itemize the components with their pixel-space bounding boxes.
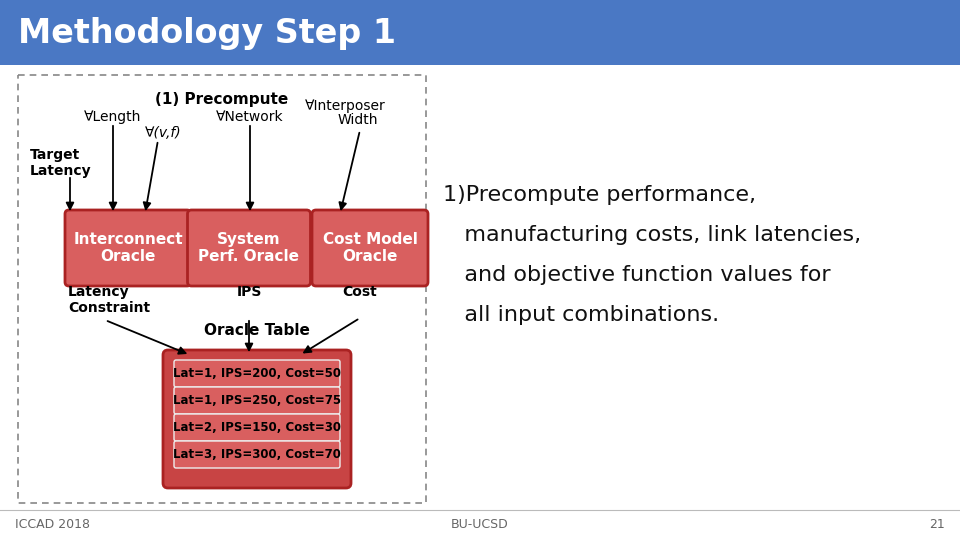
FancyBboxPatch shape (174, 360, 340, 387)
Text: Lat=3, IPS=300, Cost=70: Lat=3, IPS=300, Cost=70 (173, 448, 341, 461)
Bar (0, 0, 960, 65)
Text: Lat=1, IPS=200, Cost=50: Lat=1, IPS=200, Cost=50 (173, 367, 341, 380)
Text: Target
Latency: Target Latency (30, 148, 91, 178)
FancyBboxPatch shape (174, 414, 340, 441)
Text: Cost: Cost (343, 285, 377, 299)
FancyBboxPatch shape (187, 210, 310, 286)
Text: ∀Length: ∀Length (84, 110, 142, 124)
Text: System
Perf. Oracle: System Perf. Oracle (199, 232, 300, 264)
Text: BU-UCSD: BU-UCSD (451, 517, 509, 530)
Text: 21: 21 (929, 517, 945, 530)
Text: manufacturing costs, link latencies,: manufacturing costs, link latencies, (443, 225, 861, 245)
Text: and objective function values for: and objective function values for (443, 265, 830, 285)
FancyBboxPatch shape (163, 350, 351, 488)
Text: Oracle Table: Oracle Table (204, 323, 310, 338)
FancyBboxPatch shape (174, 441, 340, 468)
Text: ∀Network: ∀Network (216, 110, 284, 124)
FancyBboxPatch shape (174, 387, 340, 414)
Text: Lat=1, IPS=250, Cost=75: Lat=1, IPS=250, Cost=75 (173, 394, 341, 407)
Text: Interconnect
Oracle: Interconnect Oracle (73, 232, 182, 264)
Text: Lat=2, IPS=150, Cost=30: Lat=2, IPS=150, Cost=30 (173, 421, 341, 434)
FancyBboxPatch shape (312, 210, 428, 286)
Text: Methodology Step 1: Methodology Step 1 (18, 17, 396, 50)
Bar (18, 75, 426, 503)
Text: 1)Precompute performance,: 1)Precompute performance, (443, 185, 756, 205)
Text: ∀Interposer: ∀Interposer (304, 99, 385, 113)
Text: Width: Width (338, 113, 378, 127)
Text: ICCAD 2018: ICCAD 2018 (15, 517, 90, 530)
Text: ∀(v,f): ∀(v,f) (145, 126, 181, 140)
Text: (1) Precompute: (1) Precompute (156, 92, 289, 107)
Text: all input combinations.: all input combinations. (443, 305, 719, 325)
Text: Cost Model
Oracle: Cost Model Oracle (323, 232, 418, 264)
Text: IPS: IPS (236, 285, 262, 299)
Text: Latency
Constraint: Latency Constraint (68, 285, 150, 315)
FancyBboxPatch shape (65, 210, 191, 286)
